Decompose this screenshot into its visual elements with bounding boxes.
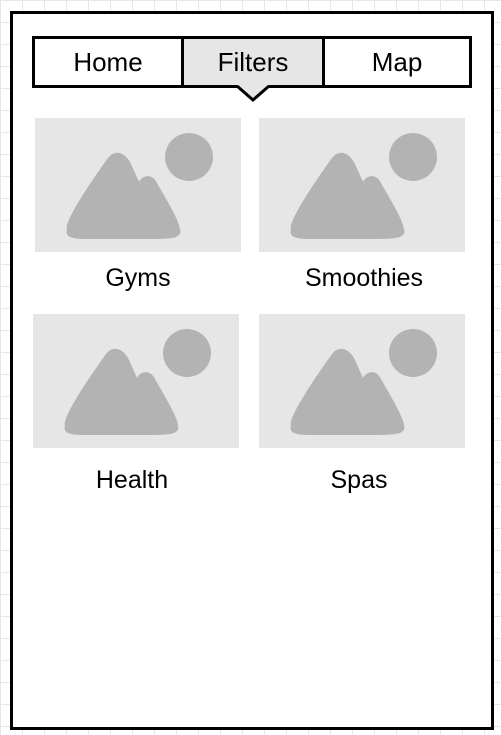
category-image bbox=[35, 118, 241, 252]
category-label: Gyms bbox=[105, 264, 171, 292]
category-image bbox=[259, 118, 465, 252]
category-image bbox=[33, 314, 239, 448]
category-label: Smoothies bbox=[304, 264, 424, 292]
category-label: Spas bbox=[330, 466, 388, 494]
tab-home[interactable]: Home bbox=[73, 46, 143, 77]
image-placeholder-icon bbox=[66, 133, 213, 239]
tab-map[interactable]: Map bbox=[371, 46, 423, 77]
category-image bbox=[259, 314, 465, 448]
category-label: Health bbox=[95, 466, 169, 494]
image-placeholder-icon bbox=[290, 133, 437, 239]
image-placeholder-icon bbox=[64, 329, 211, 435]
image-placeholder-icon bbox=[290, 329, 437, 435]
tab-filters[interactable]: Filters bbox=[181, 39, 325, 85]
phone-frame: Home Filters Map Gyms Smoothies bbox=[10, 11, 494, 730]
tab-bar: Home Filters Map bbox=[32, 36, 472, 88]
